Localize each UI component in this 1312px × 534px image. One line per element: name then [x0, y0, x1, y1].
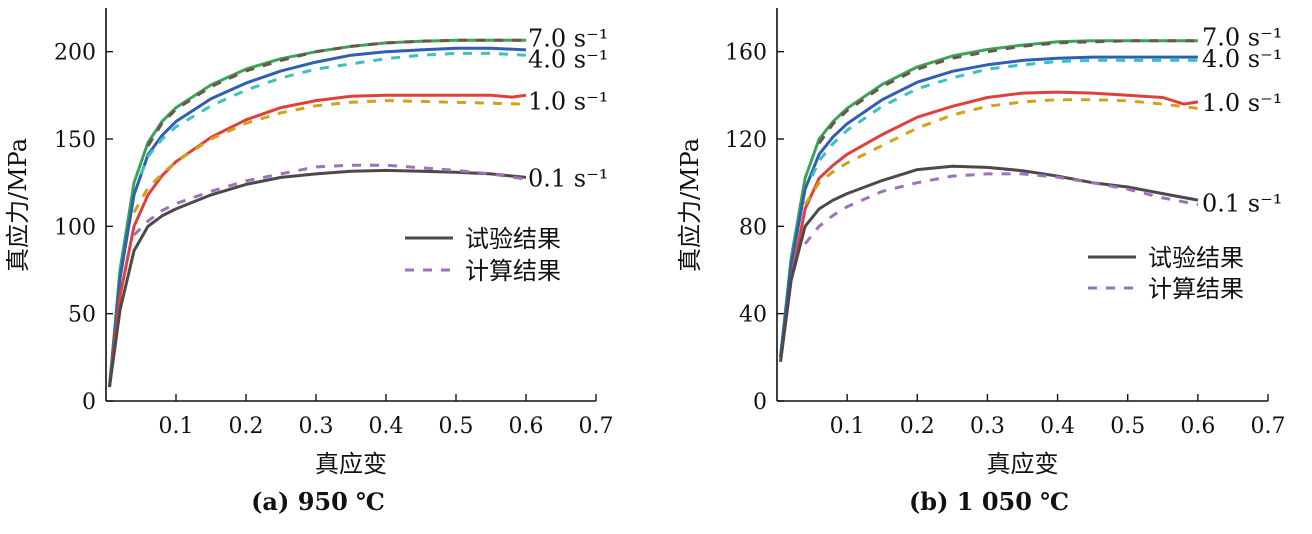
- experimental-curve: [108, 38, 526, 388]
- y-tick-label: 0: [753, 390, 767, 415]
- strain-rate-label: 7.0 s⁻¹: [1202, 23, 1282, 51]
- experimental-curve: [779, 55, 1198, 358]
- y-axis-label: 真应力/MPa: [4, 138, 32, 272]
- x-tick-label: 0.4: [1040, 414, 1075, 439]
- y-tick-label: 160: [725, 41, 767, 66]
- x-tick-label: 0.6: [509, 414, 544, 439]
- y-tick-label: 80: [739, 215, 767, 240]
- x-tick-label: 0.1: [159, 414, 194, 439]
- panel-950: 0.1 0.2 0.3 0.4 0.5 0.6 0.7 0 50 100 150 200 真应变 真应力/…: [4, 8, 614, 516]
- calculated-curve: [803, 98, 1199, 206]
- strain-rate-label: 4.0 s⁻¹: [528, 46, 608, 74]
- legend-experimental-label: 试验结果: [1148, 244, 1244, 272]
- experimental-curve: [779, 90, 1199, 362]
- x-tick-label: 0.1: [830, 414, 865, 439]
- experimental-curve: [108, 168, 527, 388]
- y-tick-label: 200: [54, 41, 96, 66]
- calculated-curve: [803, 172, 1199, 245]
- calculated-curve: [146, 38, 526, 147]
- strain-rate-label: 1.0 s⁻¹: [528, 88, 608, 116]
- strain-rate-label: 0.1 s⁻¹: [1202, 189, 1282, 217]
- y-tick-label: 0: [82, 390, 96, 415]
- y-tick-label: 50: [68, 303, 96, 328]
- calculated-curve: [817, 39, 1198, 145]
- experimental-curve: [779, 164, 1199, 362]
- x-tick-label: 0.7: [579, 414, 614, 439]
- legend-calculated-label: 计算结果: [1148, 275, 1244, 303]
- calculated-curve: [810, 58, 1198, 177]
- x-tick-label: 0.5: [439, 414, 474, 439]
- y-axis-label: 真应力/MPa: [676, 138, 704, 272]
- x-tick-label: 0.4: [369, 414, 404, 439]
- calculated-curve: [132, 163, 527, 237]
- x-tick-label: 0.5: [1110, 414, 1145, 439]
- legend-experimental-label: 试验结果: [465, 225, 561, 253]
- x-tick-label: 0.3: [299, 414, 334, 439]
- x-axis-label: 真应变: [987, 450, 1059, 478]
- x-tick-label: 0.7: [1251, 414, 1286, 439]
- x-tick-label: 0.2: [900, 414, 935, 439]
- calculated-curve: [139, 51, 527, 175]
- x-tick-label: 0.6: [1180, 414, 1215, 439]
- experimental-curve: [108, 93, 527, 388]
- y-tick-label: 100: [54, 215, 96, 240]
- strain-rate-label: 4.0 s⁻¹: [1202, 45, 1282, 73]
- experimental-curve: [779, 39, 1198, 358]
- strain-rate-label: 0.1 s⁻¹: [528, 164, 608, 192]
- x-tick-label: 0.3: [970, 414, 1005, 439]
- x-axis-label: 真应变: [315, 450, 387, 478]
- panel-caption: (a) 950 ℃: [251, 487, 385, 516]
- calculated-curve: [132, 99, 527, 214]
- y-tick-label: 150: [54, 128, 96, 153]
- y-tick-label: 40: [739, 303, 767, 328]
- y-tick-label: 120: [725, 128, 767, 153]
- x-tick-label: 0.2: [229, 414, 264, 439]
- panel-caption: (b) 1 050 ℃: [909, 487, 1069, 516]
- experimental-curve: [108, 46, 527, 388]
- legend-calculated-label: 计算结果: [465, 257, 561, 285]
- strain-rate-label: 1.0 s⁻¹: [1202, 89, 1282, 117]
- strain-rate-label: 7.0 s⁻¹: [528, 25, 608, 53]
- panel-1050: 0.1 0.2 0.3 0.4 0.5 0.6 0.7 0 40 80 120 160 真应变 真应力/M…: [676, 8, 1286, 516]
